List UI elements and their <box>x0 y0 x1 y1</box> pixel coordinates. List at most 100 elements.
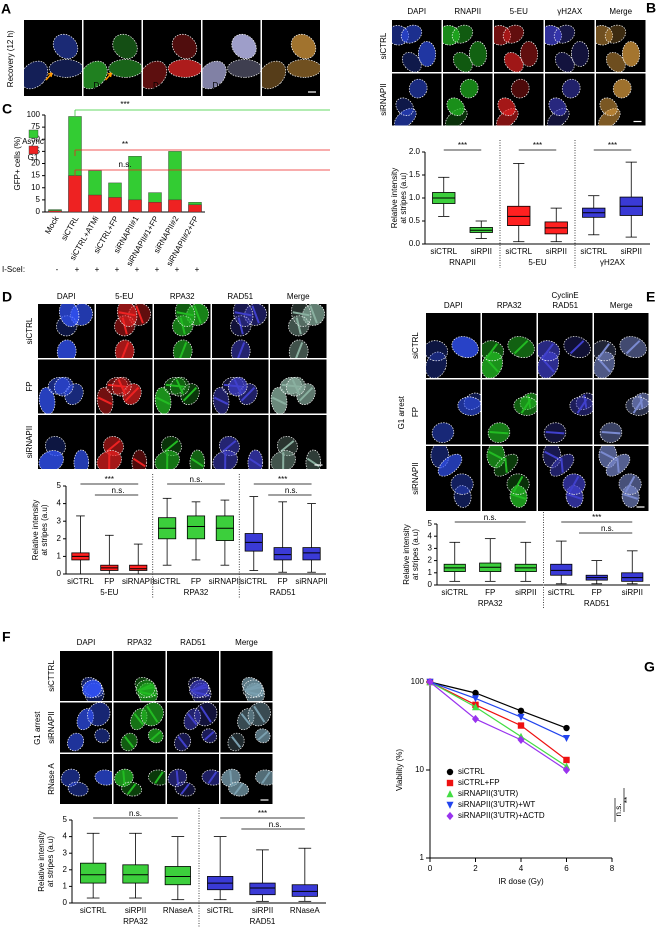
micrograph <box>538 379 593 445</box>
channel-header: DAPI <box>57 292 76 301</box>
legend-marker <box>446 768 454 776</box>
marker <box>563 756 570 764</box>
damage-stripe <box>251 305 260 324</box>
channel-header: γH2AX <box>557 7 583 16</box>
y-tick-label: 15 <box>31 171 40 180</box>
damage-stripe <box>544 450 560 461</box>
nucleus <box>452 52 473 72</box>
damage-stripe <box>295 317 302 335</box>
legend-marker <box>446 801 454 809</box>
damage-stripe <box>190 457 204 468</box>
damage-stripe <box>117 379 126 395</box>
nucleus <box>612 78 632 99</box>
micrograph <box>594 313 649 378</box>
significance: ** <box>122 140 128 149</box>
line <box>429 681 567 739</box>
damage-stripe <box>569 340 585 355</box>
significance: *** <box>120 100 129 109</box>
damage-stripe <box>623 493 639 500</box>
marker <box>471 714 480 724</box>
channel-header: γH2AX <box>219 23 245 32</box>
x-tick-label: siRPII <box>125 906 146 915</box>
y-tick-label: 0 <box>63 898 68 907</box>
nucleus <box>231 33 257 60</box>
damage-stripe <box>222 440 237 453</box>
channel-header: RNAPII <box>454 7 481 16</box>
marker <box>563 724 570 732</box>
y-tick-label: 2 <box>428 556 433 565</box>
micrograph <box>154 304 211 358</box>
nucleus <box>87 702 111 727</box>
row-value: + <box>135 265 140 274</box>
micrograph-bg <box>538 379 593 445</box>
damage-stripe <box>233 783 244 795</box>
micrograph <box>202 20 261 96</box>
micrograph <box>220 702 273 753</box>
row-label: I-SceI: <box>2 265 25 274</box>
row-label: siCTRL <box>411 332 420 359</box>
micrograph <box>270 304 327 358</box>
group-label: RPA32 <box>478 599 503 608</box>
channel-header: RPA32 <box>127 638 152 647</box>
legend-label: siRNAPII(3'UTR)+ΔCTD <box>458 811 545 820</box>
x-tick-label: siCTRL <box>67 577 94 586</box>
micrograph <box>24 20 82 96</box>
micrograph <box>113 754 166 804</box>
x-tick-label: siRPII <box>252 906 273 915</box>
micrograph <box>167 754 219 804</box>
nucleus <box>510 78 530 99</box>
micrograph <box>426 379 481 445</box>
significance: *** <box>278 475 287 484</box>
nucleus <box>286 59 320 78</box>
box <box>302 547 321 561</box>
y-axis-label: Relative intensity <box>402 524 411 584</box>
y-tick-label: 0.5 <box>409 216 421 225</box>
damage-stripe <box>271 396 287 405</box>
legend-marker <box>446 811 454 821</box>
row-label: siRNAPII <box>25 426 34 458</box>
y-tick-label: 2 <box>57 534 62 543</box>
damage-stripe <box>135 305 144 324</box>
damage-stripe <box>240 386 256 402</box>
x-tick-label: 2 <box>473 864 478 873</box>
damage-stripe <box>178 342 188 358</box>
y-tick-label: 2 <box>63 865 68 874</box>
micrograph <box>538 446 593 511</box>
micrograph-bg <box>594 379 649 445</box>
y-tick-label: 1 <box>57 552 62 561</box>
nucleus <box>76 708 94 731</box>
group-label: RNAPII <box>449 258 476 267</box>
damage-stripe <box>213 396 229 405</box>
y-tick-label: 0.0 <box>409 239 421 248</box>
nucleus <box>519 41 539 67</box>
group-label: RAD51 <box>270 588 296 597</box>
damage-stripe <box>229 770 233 786</box>
micrograph <box>38 415 95 469</box>
damage-stripe <box>545 430 565 435</box>
group-label: 5-EU <box>100 588 118 597</box>
row-label: siRNAPII <box>47 711 56 743</box>
marker <box>562 765 571 775</box>
bar <box>128 199 142 213</box>
group-label: RAD51 <box>584 599 610 608</box>
nucleus <box>450 473 474 495</box>
nucleus <box>202 60 227 90</box>
micrograph <box>545 73 595 126</box>
micrograph <box>270 415 327 469</box>
y-axis-label: at stripes (a.u) <box>411 529 420 580</box>
x-tick-label: siCTRL <box>441 588 468 597</box>
box <box>164 866 191 886</box>
damage-stripe <box>231 736 242 749</box>
damage-stripe <box>485 357 499 373</box>
x-tick-label: 4 <box>519 864 524 873</box>
arrow <box>104 72 113 81</box>
damage-stripe <box>124 736 135 749</box>
damage-stripe <box>107 383 127 388</box>
nucleus <box>394 108 417 126</box>
y-tick-label: 75 <box>31 122 40 131</box>
micrograph <box>494 73 544 126</box>
micrograph <box>270 359 327 414</box>
y-axis-label: Viability (%) <box>395 749 404 791</box>
